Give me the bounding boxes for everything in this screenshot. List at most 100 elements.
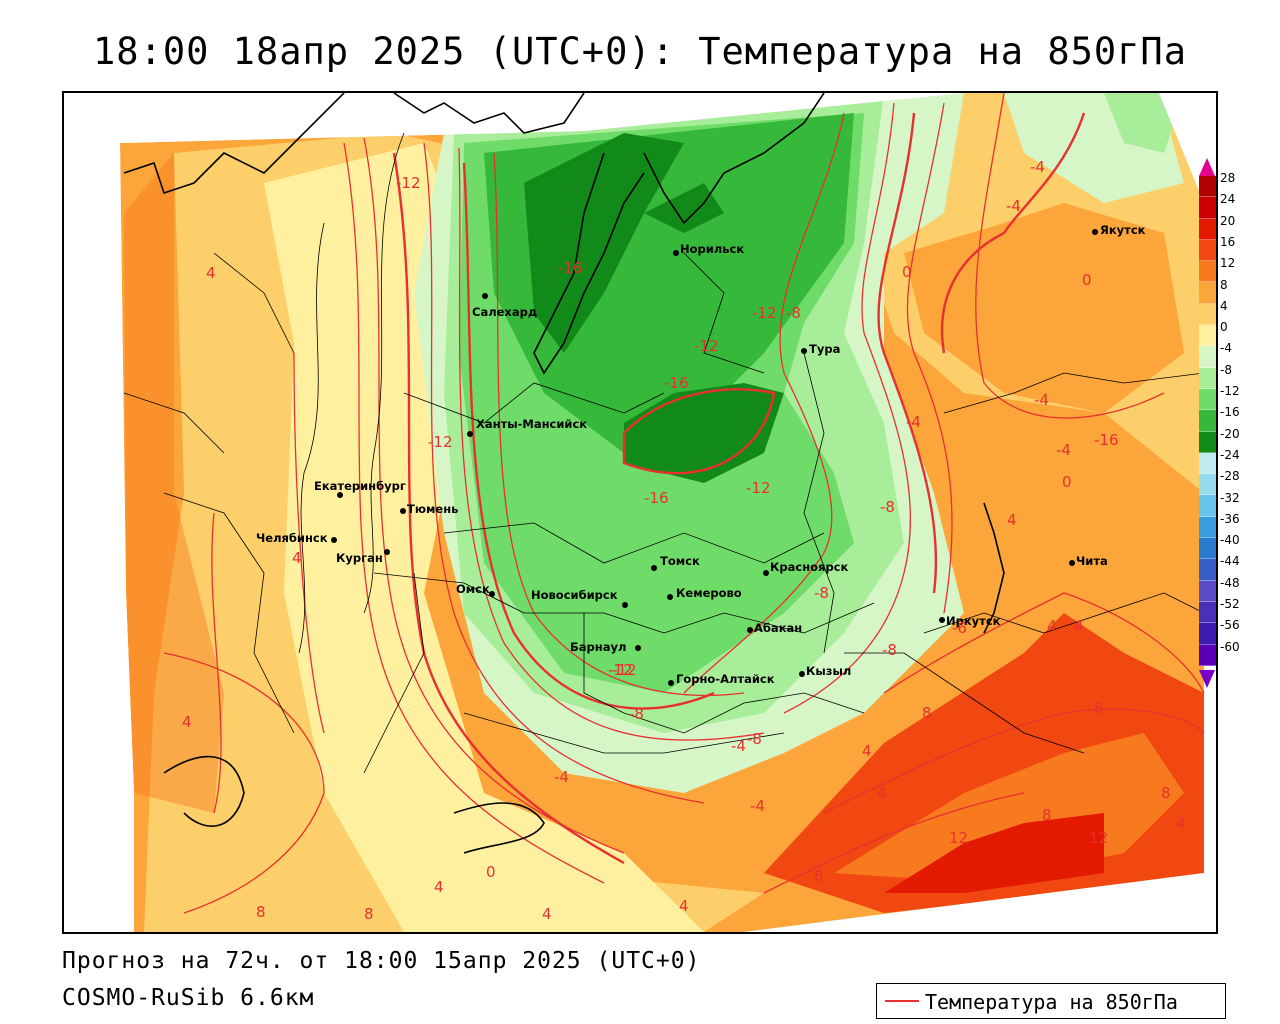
isotherm-label: 12 — [949, 829, 968, 847]
isotherm-label: 0 — [486, 863, 496, 881]
colorbar-swatch — [1199, 538, 1216, 560]
colorbar-swatch — [1199, 303, 1216, 326]
city-dot-kemerovo — [667, 594, 673, 600]
colorbar-swatch — [1199, 239, 1216, 262]
isotherm-label: 4 — [877, 784, 887, 802]
colorbar-swatch — [1199, 431, 1216, 453]
isotherm-label: 4 — [1074, 617, 1084, 635]
map-title: 18:00 18апр 2025 (UTC+0): Температура на… — [93, 30, 1187, 73]
colorbar-swatch — [1199, 474, 1216, 496]
isotherm-label: -8 — [882, 641, 897, 659]
colorbar-swatch — [1199, 601, 1216, 624]
isotherm-label: 8 — [922, 704, 932, 722]
city-dot-tyumen — [400, 508, 406, 514]
city-dot-tura — [801, 348, 807, 354]
isotherm-label: 4 — [434, 878, 444, 896]
isotherm-label: 4 — [1007, 511, 1017, 529]
colorbar-swatch — [1199, 623, 1216, 645]
city-label: Барнаул — [570, 640, 626, 654]
isotherm-label: -16 — [664, 374, 689, 392]
colorbar-swatch — [1199, 197, 1216, 219]
city-dot-novosibirsk — [622, 602, 628, 608]
isotherm-label: -8 — [814, 584, 829, 602]
colorbar-tick-label: 4 — [1220, 298, 1228, 313]
colorbar-tick-label: 28 — [1220, 171, 1236, 185]
colorbar-swatch — [1199, 452, 1216, 475]
colorbar-tick-label: 24 — [1220, 192, 1236, 207]
isotherm-label: -8 — [880, 498, 895, 516]
colorbar-swatch — [1199, 218, 1216, 240]
colorbar-tick-label: -4 — [1220, 341, 1232, 356]
city-dot-kyzyl — [799, 671, 805, 677]
city-dot-chita — [1069, 560, 1075, 566]
city-dot-abakan — [747, 627, 753, 633]
isotherm-label: -16 — [1094, 431, 1119, 449]
city-label: Томск — [660, 554, 700, 568]
isotherm-label: 0 — [1082, 271, 1092, 289]
colorbar-swatch — [1199, 410, 1216, 432]
isotherm-label: -6 — [952, 619, 967, 637]
city-label: Омск — [456, 582, 490, 596]
colorbar-swatch — [1199, 176, 1216, 198]
city-label: Тюмень — [407, 502, 458, 516]
isotherm-label: -8 — [786, 304, 801, 322]
isotherm-label: 8 — [1042, 806, 1052, 824]
isotherm-label: 4 — [1176, 814, 1186, 832]
city-label: Якутск — [1100, 223, 1146, 237]
city-label: Новосибирск — [531, 588, 618, 602]
isotherm-label: -4 — [750, 797, 765, 815]
isotherm-label: 4 — [679, 897, 689, 915]
isotherm-label: -12 — [428, 433, 453, 451]
city-dot-barnaul — [635, 645, 641, 651]
colorbar-tick-label: 8 — [1220, 277, 1228, 292]
colorbar-swatch — [1199, 367, 1216, 389]
isotherm-major — [392, 112, 1086, 865]
colorbar-swatch — [1199, 346, 1216, 368]
isotherm-label: 4 — [542, 905, 552, 923]
isotherm-label: 8 — [256, 903, 266, 921]
city-dot-kurgan — [384, 549, 390, 555]
colorbar-tick-label: -52 — [1220, 597, 1240, 611]
city-label: Ханты-Мансийск — [476, 417, 587, 431]
isotherm-label: 8 — [1161, 784, 1171, 802]
isotherm-label: -4 — [1006, 197, 1021, 215]
isotherm-label: -12 — [608, 661, 633, 679]
admin-boundaries — [123, 132, 1205, 774]
map-canvas: Салехард Норильск Тура Якутск Ханты-Манс… — [64, 93, 1216, 932]
city-dot-tomsk — [651, 565, 657, 571]
colorbar-swatch — [1199, 644, 1216, 666]
line-legend-label: Температура на 850гПа — [925, 990, 1178, 1014]
city-dot-krasnoyarsk — [763, 570, 769, 576]
isotherm-label: 8 — [364, 905, 374, 923]
isotherm-label: -4 — [1030, 158, 1045, 176]
colorbar-tick-label: -48 — [1220, 575, 1240, 590]
colorbar-tick-label: 12 — [1220, 256, 1236, 271]
isotherm-label: 0 — [1062, 473, 1072, 491]
city-label: Салехард — [472, 305, 537, 319]
colorbar-tick-label: -28 — [1220, 469, 1240, 484]
isotherm-label: 4 — [862, 742, 872, 760]
isotherm-label: 8 — [814, 867, 824, 885]
isotherm-label: -12 — [612, 661, 637, 679]
city-label: Тура — [809, 342, 840, 356]
isotherm-label: 4 — [1047, 617, 1057, 635]
colorbar-tick-label: -24 — [1220, 447, 1240, 462]
city-dot-khanty-mansiysk — [467, 431, 473, 437]
coastline — [123, 93, 1005, 854]
city-dot-norilsk — [673, 250, 679, 256]
isotherm-label: -16 — [644, 489, 669, 507]
isotherm-label: -4 — [731, 737, 746, 755]
city-labels: Салехард Норильск Тура Якутск Ханты-Манс… — [256, 223, 1146, 686]
isotherm-line-sample — [885, 1000, 919, 1002]
city-label: Красноярск — [770, 560, 848, 574]
city-dot-yakutsk — [1092, 229, 1098, 235]
colorbar-swatch — [1199, 282, 1216, 304]
temperature-map: Салехард Норильск Тура Якутск Ханты-Манс… — [62, 91, 1218, 934]
colorbar-tick-label: 20 — [1220, 213, 1236, 228]
isotherm-label: -8 — [629, 705, 644, 723]
city-dot-omsk — [489, 591, 495, 597]
colorbar-swatch — [1199, 559, 1216, 581]
isotherm-label: -12 — [752, 304, 777, 322]
isotherm-label: 4 — [206, 264, 216, 282]
forecast-info: Прогноз на 72ч. от 18:00 15апр 2025 (UTC… — [62, 948, 701, 974]
